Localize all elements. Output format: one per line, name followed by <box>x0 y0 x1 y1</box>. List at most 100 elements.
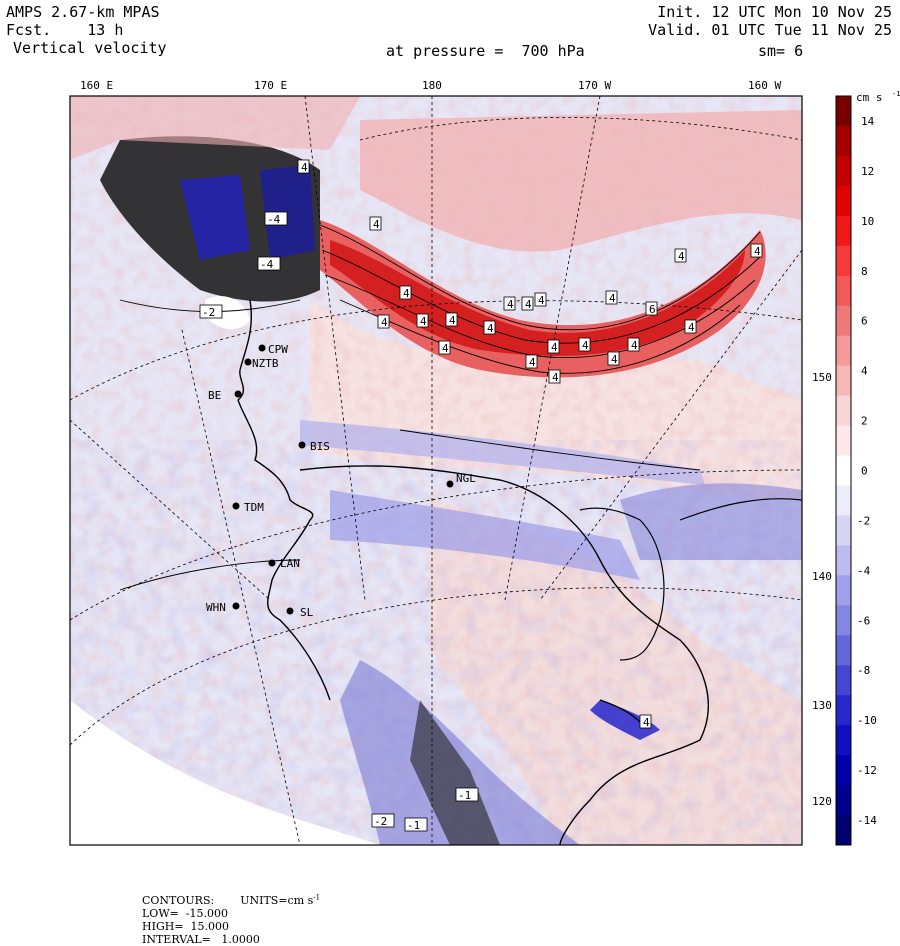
colorbar-tick-label: 0 <box>861 465 868 478</box>
svg-text:4: 4 <box>373 218 380 231</box>
station-label: WHN <box>206 601 226 614</box>
footer-units: UNITS=cm s-1 <box>240 893 321 907</box>
contour-box: 4 <box>503 296 516 311</box>
map-field <box>70 96 802 845</box>
contour-box: 4 <box>534 292 547 307</box>
svg-text:-2: -2 <box>202 306 215 319</box>
contour-box: 4 <box>578 337 591 352</box>
field-name: Vertical velocity <box>4 39 167 57</box>
colorbar-swatch <box>836 215 851 247</box>
north-west-red <box>70 96 360 160</box>
blue-band <box>300 420 705 485</box>
colorbar-tick-label: -6 <box>857 614 870 627</box>
station-label: LAN <box>280 557 300 570</box>
contour-box: 4 <box>547 339 560 354</box>
colorbar-swatch <box>836 185 851 217</box>
colorbar-swatch <box>836 305 851 337</box>
contour-box: 4 <box>521 296 534 311</box>
svg-text:-2: -2 <box>374 815 387 828</box>
footer-high: HIGH= 15.000 <box>142 919 230 933</box>
svg-text:4: 4 <box>525 298 532 311</box>
coastline-victoria-land <box>237 299 331 701</box>
contour-box: 4 <box>377 314 390 329</box>
colorbar-swatch <box>836 575 851 606</box>
svg-text:4: 4 <box>552 371 559 384</box>
svg-text:4: 4 <box>301 161 308 174</box>
station-marker <box>298 441 306 449</box>
colorbar-tick-label: -10 <box>857 714 877 727</box>
longitude-labels: 160 E 170 E 180 170 W 160 W <box>80 79 781 92</box>
contour-value-boxes: 4 4 4 4 4 4 4 4 4 4 4 6 4 4 4 4 4 4 4 4 … <box>199 159 763 832</box>
colorbar-swatch <box>836 785 851 816</box>
contour-box: 4 <box>627 337 640 352</box>
station-be: BE <box>208 389 242 402</box>
svg-text:4: 4 <box>611 353 618 366</box>
footer-interval: INTERVAL= 1.0000 <box>142 932 260 946</box>
colorbar-swatch <box>836 425 851 457</box>
tam-core <box>410 700 500 845</box>
svg-text:-4: -4 <box>267 213 281 226</box>
contour-box: 4 <box>605 290 618 305</box>
station-whn: WHN <box>206 601 240 614</box>
svg-text:-1: -1 <box>458 789 471 802</box>
colorbar-swatch <box>836 635 851 666</box>
station-sl: SL <box>286 606 314 619</box>
svg-text:4: 4 <box>609 292 616 305</box>
svg-text:4: 4 <box>487 322 494 335</box>
map-frame <box>69 95 803 846</box>
svg-text:4: 4 <box>381 316 388 329</box>
contour-box: 4 <box>483 320 496 335</box>
colorbar-tick-label: 14 <box>861 115 875 128</box>
station-marker <box>232 502 240 510</box>
colorbar-tick-label: 6 <box>861 315 868 328</box>
station-label: NZTB <box>252 357 279 370</box>
colorbar-tick-label: 12 <box>861 165 874 178</box>
svg-text:4: 4 <box>678 250 685 263</box>
colorbar-swatch <box>836 455 851 486</box>
init-time: Init. 12 UTC Mon 10 Nov 25 <box>657 3 892 21</box>
station-lan: LAN <box>268 557 300 570</box>
contour-box: 4 <box>369 216 382 231</box>
station-nztb: NZTB <box>244 357 279 370</box>
station-label: CPW <box>268 343 288 356</box>
contour-box: 4 <box>548 369 561 384</box>
svg-text:6: 6 <box>649 303 656 316</box>
contour-box: 4 <box>399 285 412 300</box>
colorbar-swatch <box>836 275 851 307</box>
map-figure: 160 E 170 E 180 170 W 160 W 150 W 140 W … <box>69 79 900 846</box>
strong-downdraft <box>180 175 250 260</box>
station-marker <box>286 607 294 615</box>
colorbar-swatch <box>836 125 851 157</box>
blue-band <box>330 490 640 580</box>
colorbar-tick-label: 4 <box>861 365 868 378</box>
stations: CPW NZTB BE BIS NGL TDM LAN WHN <box>206 343 476 619</box>
svg-text:4: 4 <box>688 321 695 334</box>
contour-box: 4 <box>297 159 310 174</box>
coastline-mbl <box>579 507 665 661</box>
svg-text:4: 4 <box>442 342 449 355</box>
ross-ice-front <box>299 465 709 845</box>
svg-text:4: 4 <box>643 716 650 729</box>
strong-downdraft <box>260 165 315 260</box>
station-label: TDM <box>244 501 264 514</box>
colorbar-swatch <box>836 545 851 576</box>
colorbar-swatch <box>836 815 851 846</box>
colorbar-swatch <box>836 245 851 277</box>
mbl-waves <box>620 483 802 560</box>
footer-units-exp: -1 <box>313 893 321 901</box>
contour-box: 4 <box>438 340 451 355</box>
station-tdm: TDM <box>232 501 264 514</box>
colorbar-swatch <box>836 665 851 696</box>
colorbar-unit: cm s <box>856 91 883 104</box>
station-marker <box>446 480 454 488</box>
station-marker <box>268 559 276 567</box>
station-label: NGL <box>456 472 476 485</box>
forecast-hour: Fcst. 13 h <box>6 21 124 39</box>
lon-label-180: 180 <box>422 79 442 92</box>
contour-box: 4 <box>674 248 687 263</box>
svg-text:4: 4 <box>449 314 456 327</box>
contour-box: 4 <box>750 243 763 258</box>
contour-box: -4 <box>257 256 281 271</box>
station-ngl: NGL <box>446 472 476 488</box>
colorbar-ticks: 14 12 10 8 6 4 2 0 -2 -4 -6 -8 -10 -12 -14 <box>857 115 877 827</box>
